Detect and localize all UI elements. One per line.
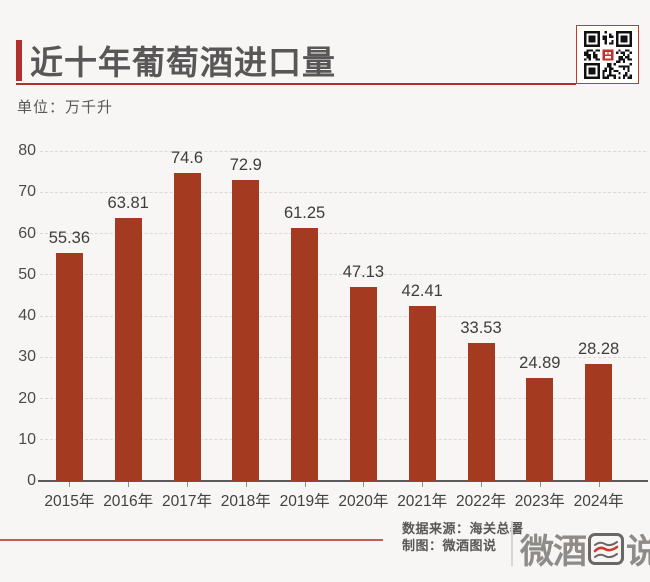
logo-wave-icon [588, 532, 624, 565]
bar-2023年 [526, 378, 554, 481]
qr-code-pattern [583, 30, 632, 79]
x-axis-line [38, 480, 648, 482]
x-tick-label: 2024年 [573, 493, 624, 510]
y-tick-label: 20 [18, 389, 36, 407]
x-tick [598, 482, 600, 487]
y-tick-label: 60 [18, 224, 36, 242]
bar-2016年 [114, 217, 142, 481]
y-tick-label: 70 [18, 183, 36, 201]
x-tick [481, 482, 482, 487]
x-tick [128, 482, 130, 487]
bar-value-label: 28.28 [577, 340, 620, 359]
bar-value-label: 33.53 [460, 318, 502, 337]
bar-value-label: 63.81 [107, 193, 149, 212]
bar-value-label: 74.6 [170, 149, 204, 168]
logo-text-right: 说 [626, 533, 650, 571]
x-tick [245, 482, 247, 487]
chart-credit-label: 制图：微酒图说 [402, 538, 497, 553]
footer-rule [0, 539, 383, 541]
page-title: 近十年葡萄酒进口量 [30, 44, 336, 81]
x-tick-label: 2017年 [162, 493, 212, 510]
x-tick-label: 2023年 [514, 493, 565, 510]
x-tick [304, 482, 306, 487]
bar-2020年 [349, 286, 377, 481]
gridline-60 [40, 233, 646, 234]
unit-label: 单位：万千升 [17, 99, 114, 116]
bar-2015年 [55, 252, 83, 481]
y-tick-label: 50 [18, 265, 36, 283]
x-tick [422, 482, 424, 487]
y-tick-label: 80 [18, 142, 36, 159]
bar-value-label: 72.9 [229, 156, 262, 175]
y-tick-label: 40 [18, 307, 36, 324]
footer-credits: 数据来源：海关总署 制图：微酒图说 [402, 520, 524, 554]
footer-divider [511, 521, 513, 566]
gridline-10 [40, 439, 646, 441]
x-tick-label: 2020年 [338, 493, 389, 510]
bar-value-label: 55.36 [48, 228, 91, 247]
y-tick-label: 0 [27, 472, 36, 489]
y-tick-label: 30 [18, 348, 36, 366]
gridline-70 [40, 191, 646, 193]
brand-logo: 微酒 说 [520, 524, 650, 573]
bar-2018年 [232, 180, 260, 481]
bar-2024年 [585, 364, 613, 481]
qr-code [576, 25, 639, 84]
bar-2019年 [291, 228, 319, 481]
x-tick [539, 482, 541, 487]
x-tick-label: 2015年 [44, 493, 95, 510]
logo-text-left: 微酒 [520, 533, 587, 571]
x-tick-label: 2021年 [397, 493, 448, 510]
gridline-50 [40, 274, 646, 276]
x-tick-label: 2016年 [103, 493, 154, 510]
title-underline [16, 83, 576, 85]
x-tick [187, 482, 188, 487]
x-tick-label: 2022年 [456, 493, 506, 510]
title-accent-bar [16, 40, 22, 81]
bar-value-label: 61.25 [283, 204, 326, 223]
data-source-label: 数据来源：海关总署 [402, 521, 524, 536]
bar-value-label: 24.89 [519, 354, 561, 373]
gridline-20 [40, 398, 646, 399]
x-tick [363, 482, 365, 487]
gridline-80 [40, 150, 646, 152]
bar-2017年 [173, 173, 201, 481]
gridline-40 [40, 315, 646, 317]
x-tick [69, 482, 71, 487]
x-tick-label: 2019年 [279, 493, 330, 510]
bar-2021年 [408, 306, 436, 481]
x-tick-label: 2018年 [220, 493, 271, 510]
bar-value-label: 42.41 [401, 282, 443, 301]
y-tick-label: 10 [18, 430, 36, 448]
bar-2022年 [467, 342, 495, 481]
bar-value-label: 47.13 [342, 262, 385, 281]
gridline-30 [40, 356, 646, 358]
logo-wave-glyph [593, 540, 619, 558]
